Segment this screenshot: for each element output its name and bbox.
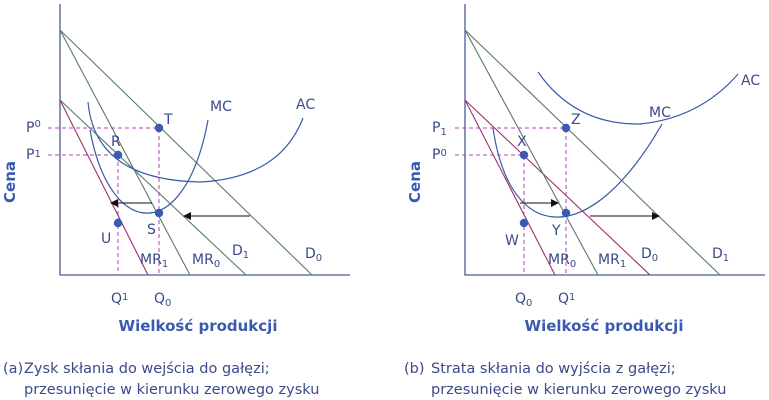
panel-b-point-y	[561, 208, 571, 218]
panel-b-mr0-curve	[464, 99, 556, 276]
panel-a-mr1-curve	[59, 99, 149, 276]
panel-a-price-p0: P0	[26, 119, 41, 136]
panel-a-x-axis-title: Wielkość produkcji	[119, 317, 278, 335]
panel-b-ac-curve	[537, 71, 739, 125]
panel-a-label-u: U	[101, 231, 111, 247]
panel-b-quantity-q1: Q1	[558, 291, 575, 307]
panel-a-label-t: T	[163, 112, 173, 128]
panel-a-quantity-q0: Q0	[154, 291, 171, 309]
panel-a-caption-line1: Zysk skłania do wejścia do gałęzi;	[24, 361, 270, 377]
panel-b-label-ac: AC	[741, 73, 760, 89]
panel-b-label-mr0: MR0	[548, 252, 576, 270]
panel-a-label-mr1: MR1	[140, 252, 168, 270]
panel-b-price-p0: P0	[432, 147, 447, 163]
panel-b-caption-letter: (b)	[404, 361, 425, 377]
panel-b-mr1-curve	[464, 29, 599, 276]
panel-a-caption-letter: (a)	[3, 361, 23, 377]
panel-a-quantity-q1: Q1	[111, 291, 128, 307]
panel-a-label-d1: D1	[232, 243, 249, 261]
panel-b-quantity-q0: Q0	[515, 291, 532, 309]
panel-a-point-r	[113, 150, 123, 160]
panel-a-mr0-curve	[59, 29, 191, 276]
panel-a-y-axis-title: Cena	[1, 161, 19, 203]
panel-a-mc-curve	[89, 119, 209, 214]
panel-a-p1-guide	[48, 154, 119, 275]
panel-b-point-z	[561, 123, 571, 133]
panel-a-point-t	[154, 123, 164, 133]
panel-a-d1-curve	[59, 99, 247, 276]
panel-b-mc-curve	[492, 123, 663, 218]
panel-b-point-w	[519, 218, 529, 228]
panel-a-point-s	[154, 208, 164, 218]
panel-a-label-s: S	[147, 222, 156, 238]
panel-b-y-axis-title: Cena	[406, 161, 424, 203]
panel-b-caption-line2: przesunięcie w kierunku zerowego zysku	[431, 382, 726, 398]
panel-a: T R U S MC AC D0 D1 MR0 MR1 P0 P1 Q1 Q0 …	[1, 4, 350, 398]
panel-a-label-r: R	[111, 134, 121, 150]
panel-b-label-mc: MC	[649, 105, 671, 121]
panel-b-axes	[464, 4, 765, 276]
panel-a-label-ac: AC	[296, 97, 315, 113]
panel-b-label-x: X	[517, 134, 527, 150]
panel-a-d0-curve	[59, 29, 313, 276]
panel-a-point-u	[113, 218, 123, 228]
panel-b-label-mr1: MR1	[598, 252, 626, 270]
panel-b-p0-guide	[455, 154, 525, 275]
panel-a-caption-line2: przesunięcie w kierunku zerowego zysku	[24, 382, 319, 398]
panel-a-price-p1: P1	[26, 147, 41, 163]
panel-a-label-mc: MC	[210, 99, 232, 115]
panel-a-axes	[59, 4, 350, 276]
panel-b-x-axis-title: Wielkość produkcji	[525, 317, 684, 335]
panel-b-price-p1: P1	[432, 120, 447, 138]
panel-a-label-d0: D0	[305, 246, 322, 264]
panel-b-d0-curve	[464, 99, 651, 276]
panel-b-caption-line1: Strata skłania do wyjścia z gałęzi;	[431, 361, 676, 377]
panel-b-label-d1: D1	[712, 246, 729, 264]
panel-a-ac-curve	[87, 101, 304, 183]
panel-b-d1-curve	[464, 29, 721, 276]
panel-b-point-x	[519, 150, 529, 160]
panel-b-label-d0: D0	[641, 246, 658, 264]
panel-b-label-y: Y	[551, 223, 561, 239]
panel-b-p1-guide	[455, 127, 567, 275]
panel-b-label-z: Z	[571, 112, 581, 128]
panel-b-label-w: W	[505, 233, 519, 249]
panel-b: Z X W Y MC AC D1 D0 MR1 MR0 P1 P0 Q0 Q1 …	[404, 4, 765, 398]
panel-a-p0-guide	[48, 127, 160, 275]
panel-a-label-mr0: MR0	[192, 252, 220, 270]
